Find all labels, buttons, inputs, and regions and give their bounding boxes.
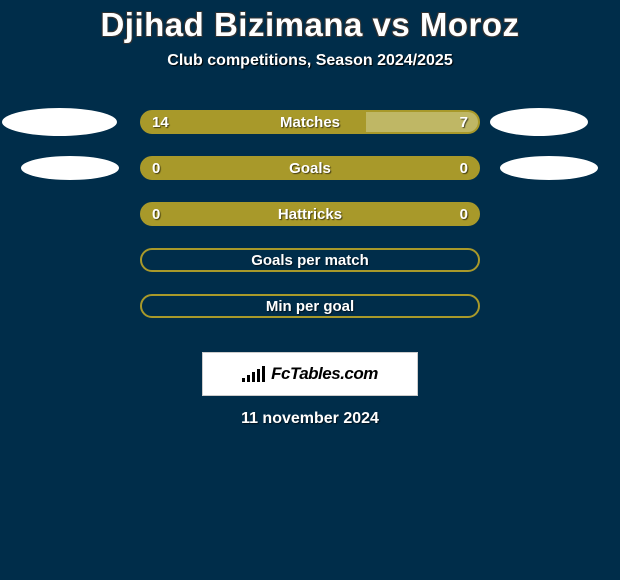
stat-row: Goals0 0 [0, 156, 620, 180]
logo-bars-icon [242, 366, 265, 382]
logo-text: FcTables.com [271, 364, 378, 384]
stat-row: Min per goal [0, 294, 620, 318]
stat-value-right: 7 [450, 112, 478, 132]
stat-bar-track: Goals0 0 [140, 156, 480, 180]
stats-container: Matches147Goals00Hattricks00Goals per ma… [0, 110, 620, 318]
page-title: Djihad Bizimana vs Moroz [0, 0, 620, 44]
stat-bar-track: Matches14 7 [140, 110, 480, 134]
stat-bar-track: Goals per match [140, 248, 480, 272]
stat-value-right: 0 [450, 204, 478, 224]
fctables-logo: FcTables.com [202, 352, 418, 396]
stat-label: Min per goal [142, 296, 478, 316]
stat-row: Goals per match [0, 248, 620, 272]
side-oval-left [21, 156, 119, 180]
stat-value-left: 14 [142, 112, 179, 132]
stat-value-left: 0 [142, 204, 170, 224]
stat-label: Matches [142, 112, 478, 132]
date-label: 11 november 2024 [0, 410, 620, 428]
subtitle: Club competitions, Season 2024/2025 [0, 52, 620, 70]
stat-bar-track: Hattricks0 0 [140, 202, 480, 226]
stat-value-left: 0 [142, 158, 170, 178]
stat-label: Goals [142, 158, 478, 178]
stat-value-right: 0 [450, 158, 478, 178]
stat-label: Goals per match [142, 250, 478, 270]
side-oval-right [490, 108, 588, 136]
stat-row: Matches14 7 [0, 110, 620, 134]
stat-label: Hattricks [142, 204, 478, 224]
stat-bar-track: Min per goal [140, 294, 480, 318]
stat-row: Hattricks0 0 [0, 202, 620, 226]
side-oval-left [2, 108, 117, 136]
side-oval-right [500, 156, 598, 180]
